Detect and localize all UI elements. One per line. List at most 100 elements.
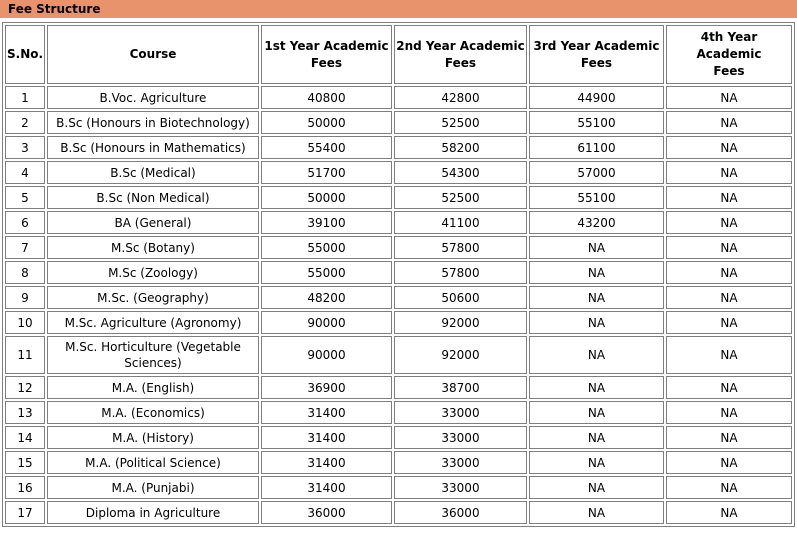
cell-fee-year-1: 31400 xyxy=(261,401,392,424)
column-header-line: 4th Year Academic xyxy=(696,30,762,61)
table-row: 1 B.Voc. Agriculture 40800 42800 44900 NA xyxy=(5,86,792,109)
cell-fee-year-3: NA xyxy=(529,476,664,499)
table-row: 13 M.A. (Economics) 31400 33000 NA NA xyxy=(5,401,792,424)
column-header-y4: 4th Year Academic Fees xyxy=(666,25,792,84)
cell-fee-year-1: 40800 xyxy=(261,86,392,109)
cell-fee-year-1: 50000 xyxy=(261,186,392,209)
table-row: 8 M.Sc (Zoology) 55000 57800 NA NA xyxy=(5,261,792,284)
cell-fee-year-2: 57800 xyxy=(394,236,527,259)
cell-fee-year-2: 92000 xyxy=(394,311,527,334)
cell-fee-year-4: NA xyxy=(666,376,792,399)
table-row: 16 M.A. (Punjabi) 31400 33000 NA NA xyxy=(5,476,792,499)
cell-fee-year-4: NA xyxy=(666,236,792,259)
cell-fee-year-4: NA xyxy=(666,426,792,449)
cell-fee-year-3: NA xyxy=(529,426,664,449)
cell-fee-year-4: NA xyxy=(666,451,792,474)
cell-fee-year-2: 92000 xyxy=(394,336,527,374)
cell-fee-year-1: 90000 xyxy=(261,336,392,374)
cell-sno: 2 xyxy=(5,111,45,134)
column-header-y1: 1st Year Academic Fees xyxy=(261,25,392,84)
table-row: 9 M.Sc. (Geography) 48200 50600 NA NA xyxy=(5,286,792,309)
cell-sno: 9 xyxy=(5,286,45,309)
cell-sno: 8 xyxy=(5,261,45,284)
cell-sno: 14 xyxy=(5,426,45,449)
cell-fee-year-2: 52500 xyxy=(394,186,527,209)
cell-fee-year-4: NA xyxy=(666,86,792,109)
table-row: 10 M.Sc. Agriculture (Agronomy) 90000 92000… xyxy=(5,311,792,334)
fee-structure-table: S.No. Course 1st Year Academic Fees 2nd Year… xyxy=(2,22,795,527)
cell-course: M.Sc. Horticulture (Vegetable Sciences) xyxy=(47,336,259,374)
cell-course: M.A. (English) xyxy=(47,376,259,399)
cell-sno: 16 xyxy=(5,476,45,499)
cell-sno: 15 xyxy=(5,451,45,474)
cell-fee-year-3: NA xyxy=(529,501,664,524)
cell-fee-year-2: 42800 xyxy=(394,86,527,109)
cell-sno: 12 xyxy=(5,376,45,399)
cell-fee-year-1: 31400 xyxy=(261,451,392,474)
cell-sno: 5 xyxy=(5,186,45,209)
cell-fee-year-4: NA xyxy=(666,286,792,309)
cell-fee-year-3: NA xyxy=(529,336,664,374)
column-header-y3: 3rd Year Academic Fees xyxy=(529,25,664,84)
cell-fee-year-3: NA xyxy=(529,261,664,284)
cell-fee-year-1: 51700 xyxy=(261,161,392,184)
column-header-line: Fees xyxy=(444,55,477,70)
column-header-line: Fees xyxy=(310,55,343,70)
cell-fee-year-2: 33000 xyxy=(394,476,527,499)
table-body: 1 B.Voc. Agriculture 40800 42800 44900 NA 2 B.S… xyxy=(5,86,792,524)
cell-fee-year-4: NA xyxy=(666,501,792,524)
cell-fee-year-1: 55000 xyxy=(261,261,392,284)
cell-fee-year-3: 43200 xyxy=(529,211,664,234)
cell-fee-year-2: 33000 xyxy=(394,401,527,424)
cell-course: M.Sc. (Geography) xyxy=(47,286,259,309)
cell-course: Diploma in Agriculture xyxy=(47,501,259,524)
cell-fee-year-1: 55400 xyxy=(261,136,392,159)
table-row: 6 BA (General) 39100 41100 43200 NA xyxy=(5,211,792,234)
cell-fee-year-1: 50000 xyxy=(261,111,392,134)
column-header-line: Fees xyxy=(580,55,613,70)
cell-sno: 10 xyxy=(5,311,45,334)
cell-fee-year-4: NA xyxy=(666,161,792,184)
cell-fee-year-3: 57000 xyxy=(529,161,664,184)
cell-fee-year-3: 61100 xyxy=(529,136,664,159)
table-row: 15 M.A. (Political Science) 31400 33000 NA NA xyxy=(5,451,792,474)
cell-fee-year-2: 54300 xyxy=(394,161,527,184)
cell-fee-year-3: 55100 xyxy=(529,186,664,209)
cell-fee-year-2: 38700 xyxy=(394,376,527,399)
cell-course: M.A. (Punjabi) xyxy=(47,476,259,499)
cell-course: B.Sc (Medical) xyxy=(47,161,259,184)
table-row: 14 M.A. (History) 31400 33000 NA NA xyxy=(5,426,792,449)
column-header-line: S.No. xyxy=(7,47,44,61)
cell-fee-year-2: 50600 xyxy=(394,286,527,309)
cell-course: B.Sc (Honours in Mathematics) xyxy=(47,136,259,159)
cell-fee-year-1: 36900 xyxy=(261,376,392,399)
cell-course: B.Sc (Non Medical) xyxy=(47,186,259,209)
cell-fee-year-1: 55000 xyxy=(261,236,392,259)
cell-fee-year-1: 31400 xyxy=(261,426,392,449)
table-row: 5 B.Sc (Non Medical) 50000 52500 55100 NA xyxy=(5,186,792,209)
table-row: 11 M.Sc. Horticulture (Vegetable Sciences… xyxy=(5,336,792,374)
cell-sno: 6 xyxy=(5,211,45,234)
cell-course: M.A. (Political Science) xyxy=(47,451,259,474)
header-row: S.No. Course 1st Year Academic Fees 2nd Year… xyxy=(5,25,792,84)
cell-course: M.Sc. Agriculture (Agronomy) xyxy=(47,311,259,334)
column-header-line: 2nd Year Academic xyxy=(396,38,525,53)
table-row: 17 Diploma in Agriculture 36000 36000 NA NA xyxy=(5,501,792,524)
cell-fee-year-3: NA xyxy=(529,401,664,424)
column-header-line: 1st Year Academic xyxy=(264,38,389,53)
cell-fee-year-2: 57800 xyxy=(394,261,527,284)
table-row: 4 B.Sc (Medical) 51700 54300 57000 NA xyxy=(5,161,792,184)
cell-fee-year-4: NA xyxy=(666,476,792,499)
cell-course: BA (General) xyxy=(47,211,259,234)
cell-fee-year-4: NA xyxy=(666,111,792,134)
cell-course: M.A. (History) xyxy=(47,426,259,449)
cell-sno: 1 xyxy=(5,86,45,109)
cell-fee-year-1: 36000 xyxy=(261,501,392,524)
cell-fee-year-3: 55100 xyxy=(529,111,664,134)
cell-fee-year-4: NA xyxy=(666,401,792,424)
cell-fee-year-2: 33000 xyxy=(394,426,527,449)
table-row: 12 M.A. (English) 36900 38700 NA NA xyxy=(5,376,792,399)
cell-course: M.Sc (Zoology) xyxy=(47,261,259,284)
cell-sno: 11 xyxy=(5,336,45,374)
